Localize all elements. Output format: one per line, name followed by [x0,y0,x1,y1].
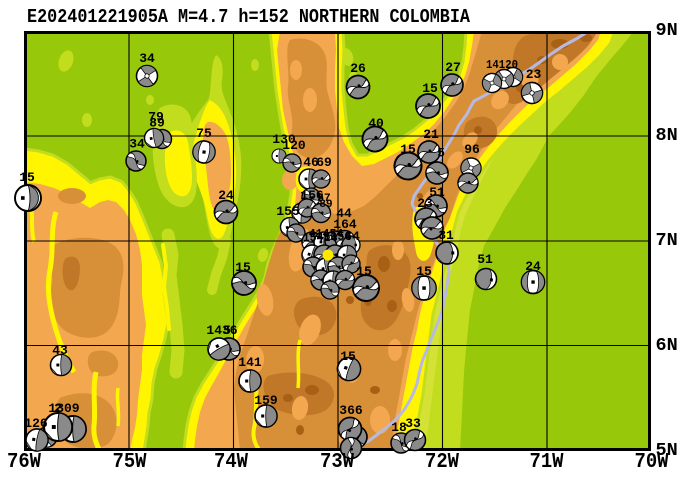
svg-text:5N: 5N [656,440,678,461]
svg-text:159: 159 [254,393,278,408]
svg-text:46: 46 [303,155,319,170]
svg-text:24: 24 [218,188,234,203]
svg-text:120: 120 [282,138,306,153]
svg-text:1436: 1436 [206,323,237,338]
svg-text:73W: 73W [320,451,354,474]
svg-text:70W: 70W [635,451,669,474]
svg-text:33: 33 [405,416,421,431]
svg-text:126: 126 [24,416,48,431]
svg-text:5: 5 [223,323,231,338]
svg-text:44: 44 [336,206,352,221]
svg-text:23: 23 [526,67,542,82]
svg-text:76W: 76W [7,451,41,474]
svg-text:1309: 1309 [48,401,79,416]
svg-text:34: 34 [139,51,155,66]
svg-text:141: 141 [238,355,262,370]
svg-text:366: 366 [339,403,363,418]
svg-text:79: 79 [148,110,164,125]
svg-text:43: 43 [52,343,68,358]
svg-text:E202401221905A M=4.7 h=152 NOR: E202401221905A M=4.7 h=152 NORTHERN COLO… [27,6,470,28]
svg-text:31: 31 [438,228,454,243]
svg-text:41454: 41454 [309,228,344,241]
svg-text:15: 15 [422,81,438,96]
svg-text:51: 51 [429,185,445,200]
svg-text:14120: 14120 [486,58,518,72]
svg-text:89: 89 [319,199,332,211]
svg-text:64: 64 [344,229,360,244]
svg-text:24: 24 [525,259,541,274]
svg-text:23: 23 [417,196,433,211]
svg-text:15: 15 [416,264,432,279]
svg-text:7N: 7N [656,230,678,251]
svg-text:69: 69 [316,155,332,170]
svg-text:40: 40 [368,116,384,131]
svg-text:89: 89 [149,116,165,131]
svg-text:51: 51 [477,252,493,267]
svg-text:75W: 75W [113,451,147,474]
svg-text:34: 34 [129,137,145,152]
svg-text:57: 57 [317,193,330,205]
svg-text:5: 5 [437,146,445,161]
svg-text:9N: 9N [656,20,678,41]
svg-text:75: 75 [196,126,212,141]
svg-text:15: 15 [356,264,372,279]
svg-text:15: 15 [235,260,251,275]
svg-text:71W: 71W [530,451,564,474]
svg-text:45154: 45154 [317,231,352,244]
svg-text:15414: 15414 [303,232,338,245]
svg-text:21: 21 [423,127,439,142]
svg-text:156: 156 [300,188,324,203]
svg-text:15: 15 [19,170,35,185]
svg-text:96: 96 [464,142,480,157]
svg-text:164: 164 [333,217,357,232]
svg-text:6N: 6N [656,335,678,356]
svg-text:2: 2 [54,401,62,416]
svg-text:15: 15 [340,349,356,364]
svg-text:27: 27 [445,60,461,75]
svg-text:155: 155 [276,204,300,219]
svg-text:15: 15 [400,142,416,157]
svg-text:18: 18 [391,420,407,435]
svg-text:74W: 74W [214,451,248,474]
svg-text:130: 130 [272,132,296,147]
svg-text:26: 26 [350,61,366,76]
svg-text:72W: 72W [425,451,459,474]
svg-text:8N: 8N [656,125,678,146]
